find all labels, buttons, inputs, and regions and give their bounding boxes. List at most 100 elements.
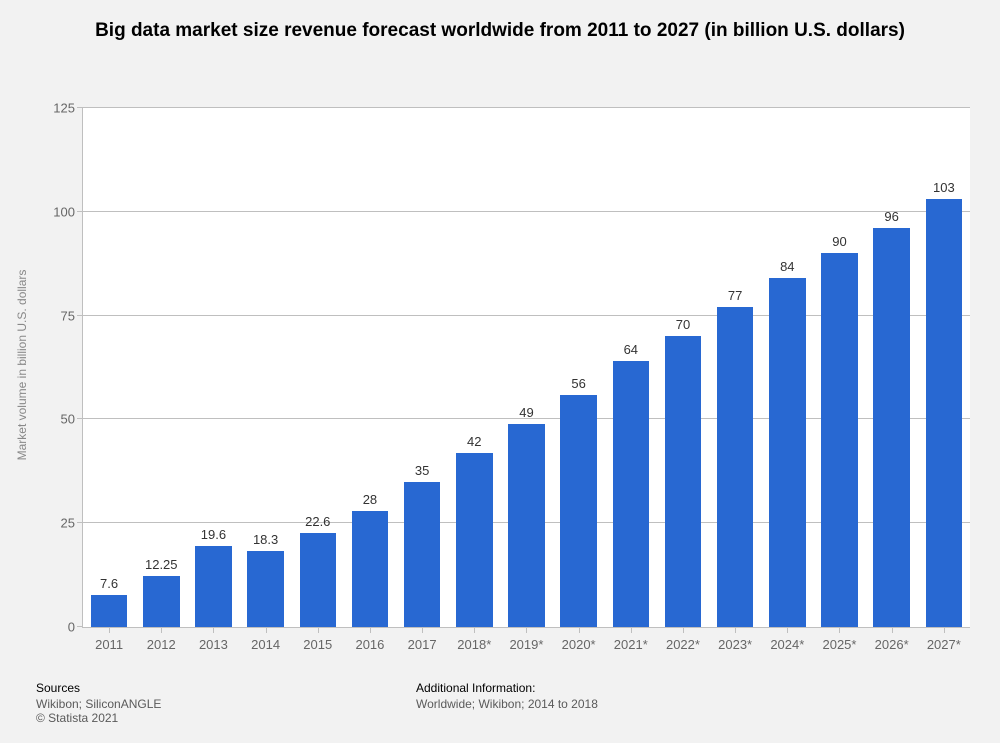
y-tick-label: 25 bbox=[61, 516, 75, 531]
bar-slot: 702022* bbox=[657, 108, 709, 627]
sources-heading: Sources bbox=[36, 681, 416, 695]
x-tick-mark bbox=[526, 627, 527, 633]
x-tick-mark bbox=[266, 627, 267, 633]
bar bbox=[613, 361, 650, 627]
bar bbox=[665, 336, 702, 627]
bar bbox=[821, 253, 858, 627]
bar-slot: 12.252012 bbox=[135, 108, 187, 627]
x-tick-label: 2014 bbox=[251, 637, 280, 652]
bar bbox=[404, 482, 441, 627]
bar bbox=[873, 228, 910, 627]
x-tick-label: 2022* bbox=[666, 637, 700, 652]
bar bbox=[300, 533, 337, 627]
bar-value-label: 12.25 bbox=[145, 557, 178, 572]
x-tick-mark bbox=[735, 627, 736, 633]
bar-value-label: 96 bbox=[884, 209, 898, 224]
y-tick-label: 0 bbox=[68, 620, 75, 635]
x-tick-label: 2018* bbox=[457, 637, 491, 652]
x-tick-label: 2026* bbox=[875, 637, 909, 652]
bar bbox=[247, 551, 284, 627]
bar-value-label: 84 bbox=[780, 259, 794, 274]
bar-value-label: 90 bbox=[832, 234, 846, 249]
x-tick-mark bbox=[318, 627, 319, 633]
y-tick-label: 125 bbox=[53, 101, 75, 116]
bar-value-label: 35 bbox=[415, 463, 429, 478]
additional-heading: Additional Information: bbox=[416, 681, 598, 695]
x-tick-mark bbox=[370, 627, 371, 633]
bar-value-label: 77 bbox=[728, 288, 742, 303]
y-tick-label: 75 bbox=[61, 308, 75, 323]
x-tick-label: 2017 bbox=[408, 637, 437, 652]
x-tick-label: 2023* bbox=[718, 637, 752, 652]
bar-value-label: 64 bbox=[624, 342, 638, 357]
bar-slot: 562020* bbox=[553, 108, 605, 627]
x-tick-label: 2027* bbox=[927, 637, 961, 652]
bar-value-label: 22.6 bbox=[305, 514, 330, 529]
x-tick-label: 2016 bbox=[355, 637, 384, 652]
additional-line: Worldwide; Wikibon; 2014 to 2018 bbox=[416, 697, 598, 711]
x-tick-mark bbox=[422, 627, 423, 633]
chart-footer: Sources Wikibon; SiliconANGLE © Statista… bbox=[36, 681, 964, 725]
bar bbox=[91, 595, 128, 627]
bar-value-label: 18.3 bbox=[253, 532, 278, 547]
bar-slot: 352017 bbox=[396, 108, 448, 627]
bar-slot: 902025* bbox=[813, 108, 865, 627]
bar bbox=[769, 278, 806, 627]
x-tick-mark bbox=[839, 627, 840, 633]
x-tick-label: 2021* bbox=[614, 637, 648, 652]
x-tick-label: 2012 bbox=[147, 637, 176, 652]
sources-line1: Wikibon; SiliconANGLE bbox=[36, 697, 416, 711]
bar bbox=[560, 395, 597, 628]
bar-value-label: 49 bbox=[519, 405, 533, 420]
chart-plot-area: 02550751001257.6201112.25201219.6201318.… bbox=[82, 108, 970, 628]
y-tick-label: 50 bbox=[61, 412, 75, 427]
bar-value-label: 28 bbox=[363, 492, 377, 507]
x-tick-label: 2025* bbox=[822, 637, 856, 652]
x-tick-mark bbox=[683, 627, 684, 633]
x-tick-mark bbox=[944, 627, 945, 633]
x-tick-mark bbox=[579, 627, 580, 633]
x-tick-label: 2024* bbox=[770, 637, 804, 652]
bar-value-label: 56 bbox=[571, 376, 585, 391]
bar-slot: 1032027* bbox=[918, 108, 970, 627]
x-tick-label: 2011 bbox=[95, 637, 123, 652]
x-tick-mark bbox=[109, 627, 110, 633]
bar-slot: 18.32014 bbox=[240, 108, 292, 627]
x-tick-label: 2020* bbox=[562, 637, 596, 652]
bar bbox=[456, 453, 493, 627]
bar-slot: 422018* bbox=[448, 108, 500, 627]
y-axis-label: Market volume in billion U.S. dollars bbox=[15, 265, 29, 465]
bar bbox=[508, 424, 545, 627]
bar-slot: 962026* bbox=[866, 108, 918, 627]
x-tick-label: 2019* bbox=[509, 637, 543, 652]
bar-value-label: 70 bbox=[676, 317, 690, 332]
bar bbox=[926, 199, 963, 627]
bar-value-label: 103 bbox=[933, 180, 955, 195]
x-tick-mark bbox=[787, 627, 788, 633]
bar-slot: 19.62013 bbox=[187, 108, 239, 627]
y-tick-label: 100 bbox=[53, 204, 75, 219]
bar-slot: 22.62015 bbox=[292, 108, 344, 627]
x-tick-mark bbox=[631, 627, 632, 633]
x-tick-mark bbox=[474, 627, 475, 633]
bar-value-label: 19.6 bbox=[201, 527, 226, 542]
bar bbox=[717, 307, 754, 627]
bar-value-label: 42 bbox=[467, 434, 481, 449]
x-tick-mark bbox=[213, 627, 214, 633]
bar-slot: 282016 bbox=[344, 108, 396, 627]
bar-slot: 772023* bbox=[709, 108, 761, 627]
sources-line2: © Statista 2021 bbox=[36, 711, 416, 725]
bar-slot: 492019* bbox=[500, 108, 552, 627]
bar-slot: 842024* bbox=[761, 108, 813, 627]
bar bbox=[143, 576, 180, 627]
bar-value-label: 7.6 bbox=[100, 576, 118, 591]
chart-title: Big data market size revenue forecast wo… bbox=[0, 0, 1000, 44]
x-tick-mark bbox=[161, 627, 162, 633]
bar-slot: 7.62011 bbox=[83, 108, 135, 627]
bar bbox=[352, 511, 389, 627]
x-tick-label: 2013 bbox=[199, 637, 228, 652]
footer-additional: Additional Information: Worldwide; Wikib… bbox=[416, 681, 598, 725]
x-tick-label: 2015 bbox=[303, 637, 332, 652]
bar-slot: 642021* bbox=[605, 108, 657, 627]
bars-container: 7.6201112.25201219.6201318.3201422.62015… bbox=[83, 108, 970, 627]
